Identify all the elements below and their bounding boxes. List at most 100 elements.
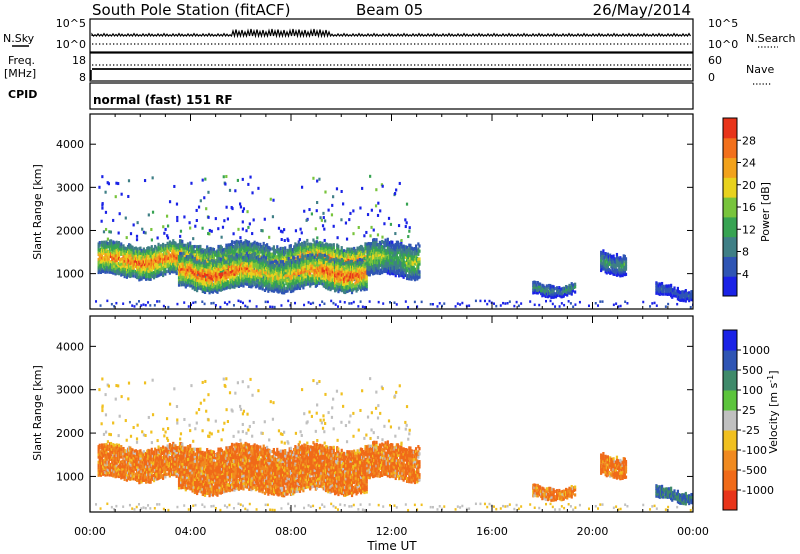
- power-cell: [408, 248, 411, 252]
- power-cell: [107, 242, 110, 246]
- power-cell: [241, 277, 244, 281]
- power-cell: [358, 281, 362, 285]
- power-cell: [149, 254, 152, 258]
- power-cell: [114, 269, 117, 273]
- power-cell: [247, 240, 251, 244]
- power-cell: [212, 282, 216, 286]
- power-cell: [131, 269, 134, 273]
- power-cell: [259, 273, 262, 277]
- power-cell: [99, 270, 102, 274]
- power-cell: [193, 287, 196, 292]
- power-cell: [317, 264, 320, 268]
- power-cell: [302, 265, 305, 269]
- power-cell: [314, 282, 317, 286]
- power-cell: [197, 271, 200, 275]
- power-cell: [373, 263, 376, 268]
- power-cell: [113, 243, 116, 248]
- power-cell: [332, 253, 335, 257]
- power-cell: [260, 266, 263, 270]
- power-cell: [410, 254, 413, 258]
- power-cell: [166, 257, 169, 261]
- power-cell: [370, 257, 374, 261]
- power-cell: [315, 281, 319, 285]
- power-cell: [235, 239, 238, 244]
- power-cell: [106, 252, 109, 256]
- power-cell: [261, 254, 264, 258]
- power-cell: [318, 244, 321, 248]
- power-cell: [131, 266, 134, 270]
- power-cell: [161, 242, 165, 247]
- power-cell: [323, 253, 326, 257]
- power-cell: [337, 264, 340, 268]
- power-cell: [335, 259, 338, 264]
- power-cell: [148, 267, 151, 271]
- power-cell: [197, 284, 200, 288]
- power-cell: [330, 263, 333, 267]
- power-cell: [234, 281, 237, 285]
- power-cell: [348, 252, 351, 256]
- power-cell: [255, 284, 259, 288]
- power-cell: [200, 256, 203, 260]
- power-cell: [333, 281, 337, 285]
- power-cell: [334, 251, 338, 256]
- power-cell: [112, 261, 115, 265]
- power-cell: [186, 255, 190, 259]
- power-cell: [115, 253, 118, 257]
- power-cell: [388, 261, 392, 265]
- power-cell: [286, 281, 289, 285]
- power-cell: [167, 246, 170, 250]
- power-cell: [377, 258, 380, 263]
- power-cell: [346, 279, 349, 283]
- power-cell: [325, 247, 329, 252]
- power-cell: [111, 250, 114, 254]
- power-cell: [145, 267, 148, 271]
- power-cell: [306, 277, 310, 281]
- power-cell: [304, 262, 307, 266]
- power-cell: [347, 248, 350, 252]
- power-cell: [233, 259, 236, 263]
- power-cell: [255, 261, 259, 265]
- power-cell: [152, 271, 156, 275]
- power-cell: [382, 261, 385, 265]
- power-cell: [270, 253, 273, 257]
- power-cell: [287, 254, 290, 258]
- power-cell: [217, 247, 220, 251]
- power-cell: [352, 264, 355, 269]
- power-cell: [116, 249, 119, 254]
- power-cell: [238, 275, 242, 279]
- power-cell: [216, 285, 219, 289]
- power-cell: [239, 244, 243, 249]
- power-cell: [350, 267, 354, 271]
- power-cell: [174, 259, 177, 264]
- power-cell: [274, 264, 277, 269]
- power-cell: [359, 280, 363, 284]
- power-cell: [264, 251, 268, 256]
- power-cell: [133, 252, 136, 256]
- power-cell: [226, 282, 229, 286]
- power-cell: [258, 281, 261, 285]
- power-cell: [180, 252, 183, 256]
- power-cell: [152, 250, 156, 254]
- power-cell: [284, 266, 287, 270]
- power-cell: [418, 244, 421, 248]
- power-cell: [183, 272, 186, 277]
- power-cell: [238, 283, 242, 287]
- power-cell: [311, 263, 314, 268]
- power-cell: [370, 242, 374, 246]
- power-cell: [124, 262, 127, 266]
- power-cell: [97, 250, 100, 254]
- power-cell: [331, 262, 334, 266]
- power-cell: [207, 286, 210, 290]
- power-cell: [317, 259, 320, 263]
- power-cell: [347, 268, 350, 272]
- power-cell: [134, 249, 138, 253]
- power-cell: [275, 262, 278, 266]
- power-cell: [195, 258, 199, 262]
- power-cell: [286, 289, 289, 293]
- power-cell: [181, 242, 184, 246]
- power-cell: [235, 284, 238, 288]
- power-cell: [107, 263, 110, 267]
- power-cell: [347, 258, 350, 262]
- power-cell: [318, 253, 321, 257]
- power-cell: [117, 253, 121, 258]
